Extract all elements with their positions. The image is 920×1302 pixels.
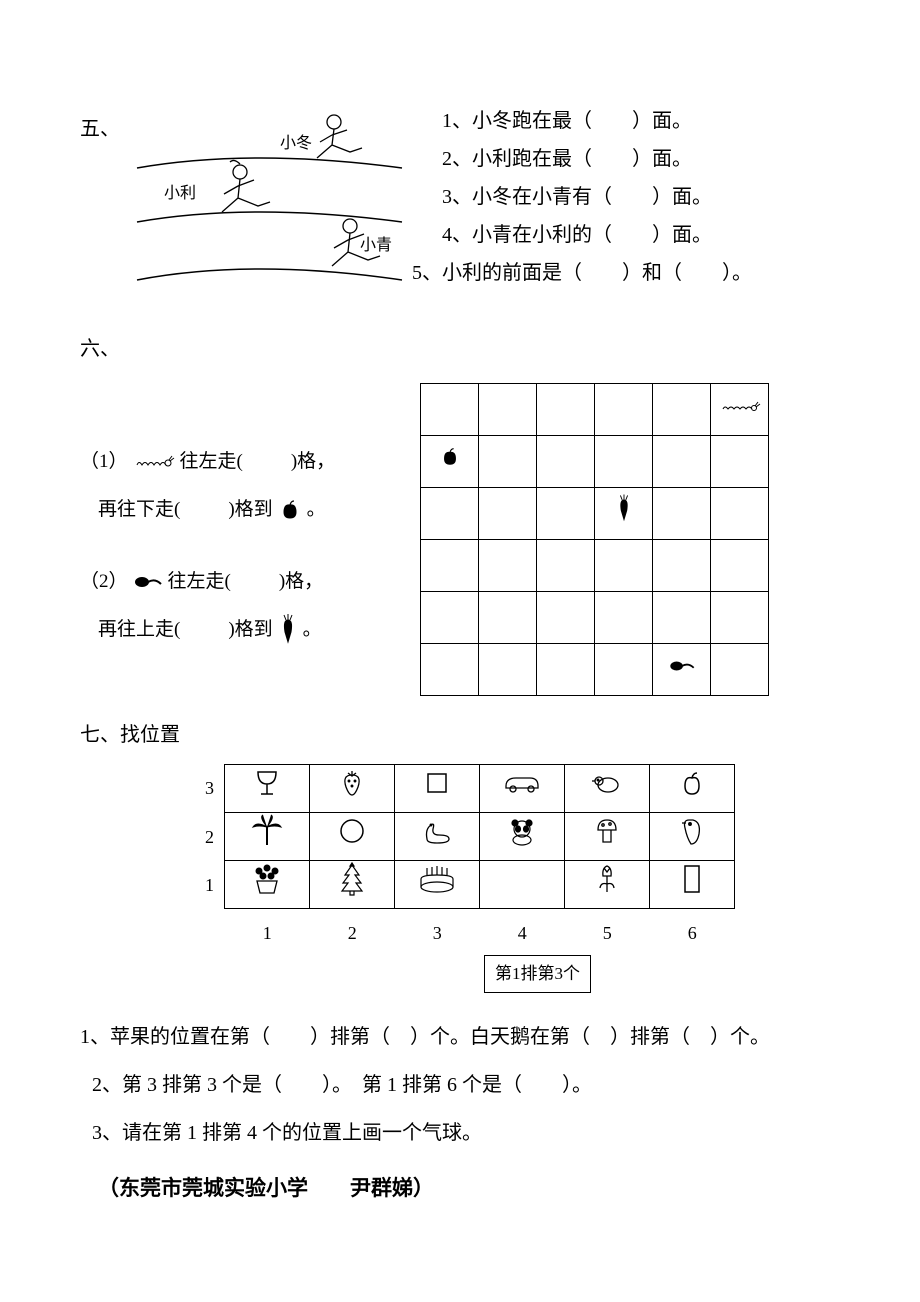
- tadpole-icon: [133, 572, 163, 592]
- cell-square: [395, 765, 480, 813]
- col-label-3: 3: [395, 909, 480, 957]
- q5-2: 2、小利跑在最（ ）面。: [442, 140, 850, 178]
- arrow-label-wrap: 第1排第3个: [80, 955, 850, 993]
- q7-3: 3、请在第 1 排第 4 个的位置上画一个气球。: [80, 1109, 850, 1157]
- carrot-icon: [278, 614, 298, 644]
- footer-text: （东莞市莞城实验小学 尹群娣）: [80, 1169, 850, 1209]
- apple-icon: [278, 497, 302, 521]
- cell-cake: [395, 861, 480, 909]
- six-q2-tail: 。: [303, 606, 322, 654]
- six-q1-l2a: 再往下走(: [80, 486, 180, 534]
- runner-label-right: 小青: [360, 236, 392, 254]
- six-q2-l2a: 再往上走(: [80, 606, 180, 654]
- section-six-left: （1） 往左走( )格， 再往下走( )格到 。 （2）: [80, 383, 400, 696]
- six-q1-l1b: )格，: [291, 438, 335, 486]
- cell-goblet: [225, 765, 310, 813]
- cell-flowerpot: [225, 861, 310, 909]
- cell-parrot: [650, 813, 735, 861]
- section-six-grid: [420, 383, 769, 696]
- section-seven: 七、找位置 3 2 1: [80, 716, 850, 1209]
- row-label-1: 1: [195, 861, 225, 909]
- col-label-2: 2: [310, 909, 395, 957]
- cell-empty: [480, 861, 565, 909]
- cell-tulip: [565, 861, 650, 909]
- section-five-label: 五、: [80, 110, 122, 148]
- six-q1-l2b: )格到: [228, 486, 272, 534]
- six-q1-tail: 。: [307, 486, 326, 534]
- cell-rect: [650, 861, 735, 909]
- q7-2: 2、第 3 排第 3 个是（ ）。 第 1 排第 6 个是（ ）。: [80, 1061, 850, 1109]
- cell-strawberry: [310, 765, 395, 813]
- six-q2-l2b: )格到: [228, 606, 272, 654]
- section-seven-grid: 3 2 1: [195, 764, 736, 957]
- col-label-6: 6: [650, 909, 735, 957]
- q5-3: 3、小冬在小青有（ ）面。: [442, 178, 850, 216]
- col-label-5: 5: [565, 909, 650, 957]
- six-q2-prefix: （2）: [80, 558, 128, 606]
- section-seven-label: 七、找位置: [80, 716, 850, 754]
- six-q2-l1a: 往左走(: [168, 558, 231, 606]
- section-six: 六、 （1） 往左走( )格， 再往下走( )格到 。: [80, 330, 850, 696]
- grid6-carrot: [595, 488, 653, 540]
- grid6-caterpillar: [711, 384, 769, 436]
- section-five: 五、 小冬 小利 小青: [80, 110, 850, 300]
- q5-1: 1、小冬跑在最（ ）面。: [442, 102, 850, 140]
- section-seven-questions: 1、苹果的位置在第（ ）排第（ ）个。白天鹅在第（ ）排第（ ）个。 2、第 3…: [80, 1013, 850, 1157]
- runner-label-top: 小冬: [280, 134, 312, 152]
- col-label-1: 1: [225, 909, 310, 957]
- six-q2-l1b: )格，: [279, 558, 323, 606]
- cell-palm: [225, 813, 310, 861]
- runner-label-left: 小利: [164, 184, 196, 202]
- grid6-tadpole: [653, 644, 711, 696]
- cell-apple: [650, 765, 735, 813]
- cell-chick: [565, 765, 650, 813]
- six-q1: （1） 往左走( )格， 再往下走( )格到 。: [80, 438, 400, 533]
- section-five-questions: 1、小冬跑在最（ ）面。 2、小利跑在最（ ）面。 3、小冬在小青有（ ）面。 …: [442, 102, 850, 292]
- grid6-apple: [421, 436, 479, 488]
- cell-mushroom: [565, 813, 650, 861]
- cell-xmastree: [310, 861, 395, 909]
- row-label-2: 2: [195, 813, 225, 861]
- runners-illustration: 小冬 小利 小青: [132, 110, 412, 290]
- six-q1-l1a: 往左走(: [180, 438, 243, 486]
- q7-1: 1、苹果的位置在第（ ）排第（ ）个。白天鹅在第（ ）排第（ ）个。: [80, 1013, 850, 1061]
- col-label-4: 4: [480, 909, 565, 957]
- q5-4: 4、小青在小利的（ ）面。: [442, 216, 850, 254]
- cell-swan: [395, 813, 480, 861]
- q5-5: 5、小利的前面是（ ）和（ ）。: [412, 254, 850, 292]
- six-q1-prefix: （1）: [80, 438, 128, 486]
- section-six-label: 六、: [80, 330, 850, 368]
- caterpillar-icon: [133, 453, 175, 471]
- row-label-3: 3: [195, 765, 225, 813]
- cell-panda: [480, 813, 565, 861]
- cell-circle: [310, 813, 395, 861]
- arrow-label: 第1排第3个: [484, 955, 591, 993]
- six-q2: （2） 往左走( )格， 再往上走( )格到 。: [80, 558, 400, 653]
- cell-car: [480, 765, 565, 813]
- section-five-left: 五、 小冬 小利 小青: [80, 110, 412, 300]
